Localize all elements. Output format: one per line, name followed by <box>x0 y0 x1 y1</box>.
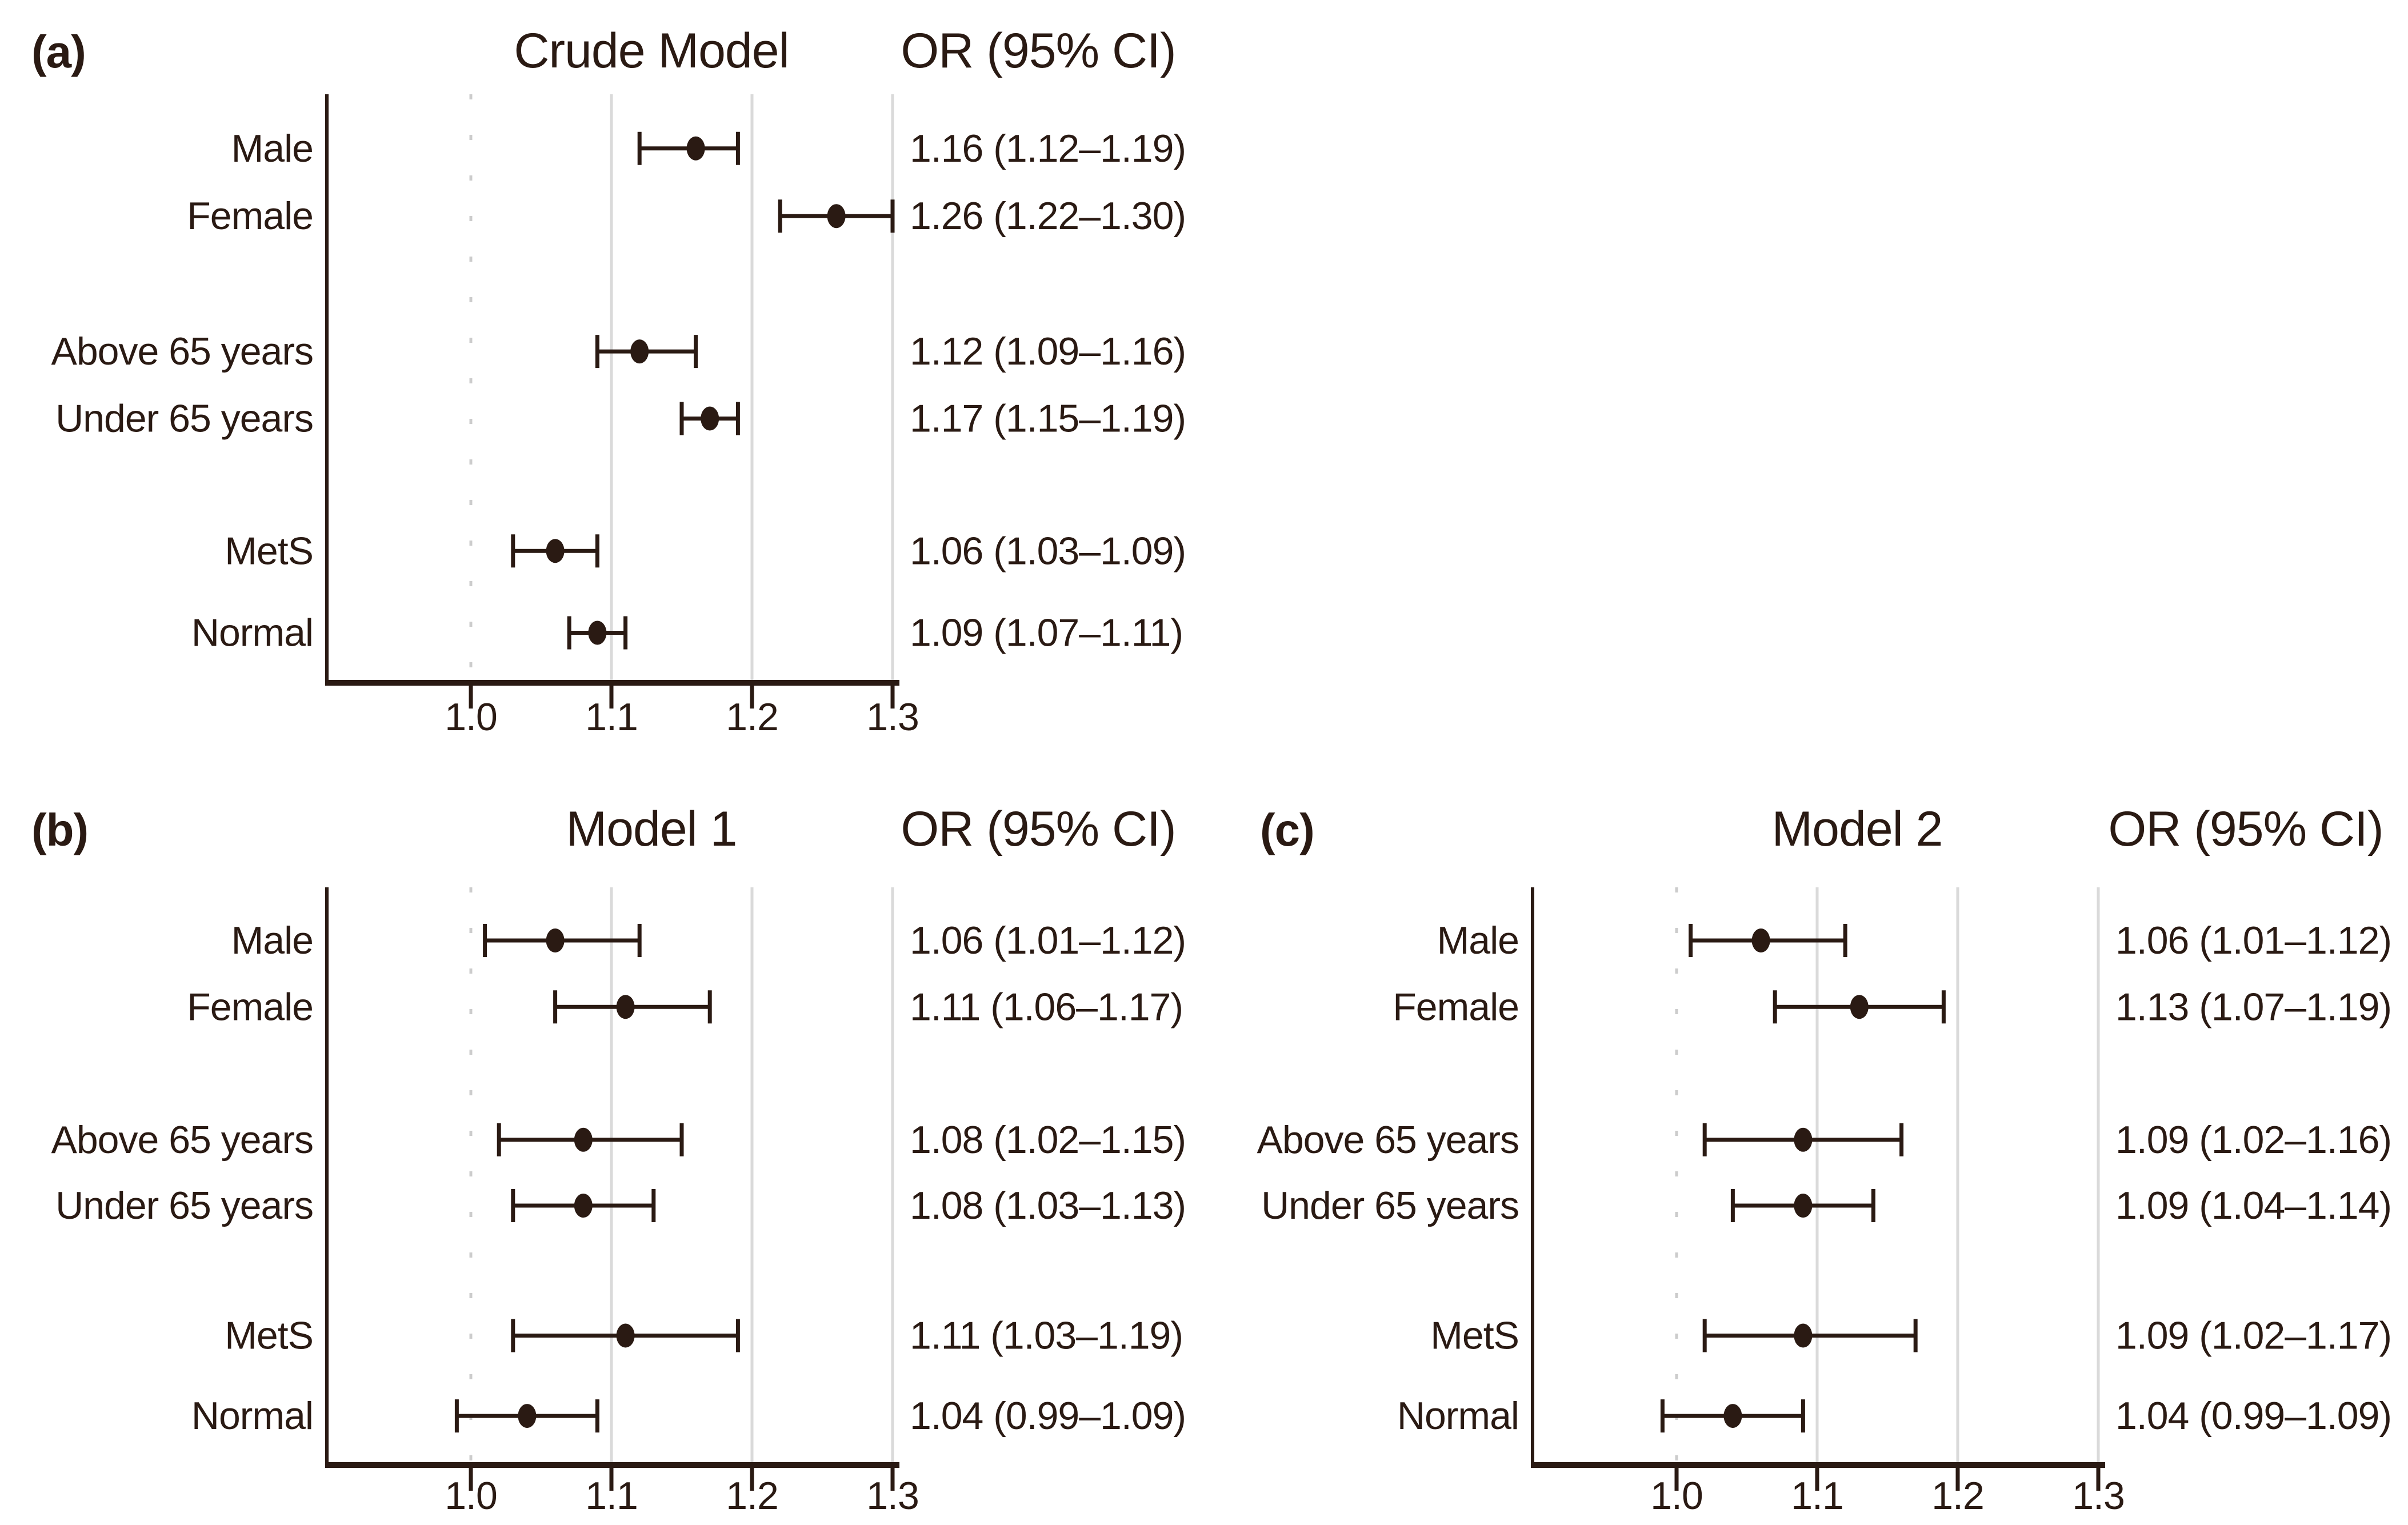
panel-title-c: Model 2 <box>1772 802 1943 856</box>
point-estimate <box>701 406 719 431</box>
or-ci-value: 1.04 (0.99–1.09) <box>910 1394 1186 1438</box>
panel-b: 1.0 1.1 1.2 1.3 (b) Model 1 OR (95% CI) Male 1.0… <box>31 802 1186 1518</box>
x-axis-tick-label: 1.3 <box>866 1474 919 1518</box>
row-label: Normal <box>191 1394 313 1438</box>
point-estimate <box>686 136 705 161</box>
forest-row: Under 65 years 1.17 (1.15–1.19) <box>55 397 1186 441</box>
or-ci-value: 1.13 (1.07–1.19) <box>2115 985 2391 1028</box>
x-axis-tick-label: 1.3 <box>2072 1474 2125 1518</box>
point-estimate <box>827 204 846 229</box>
x-axis-tick-label: 1.0 <box>445 1474 497 1518</box>
forest-row: MetS 1.11 (1.03–1.19) <box>225 1314 1183 1358</box>
or-ci-value: 1.17 (1.15–1.19) <box>910 397 1186 441</box>
row-label: Under 65 years <box>55 1184 313 1227</box>
point-estimate <box>1794 1323 1813 1348</box>
x-axis-tick-label: 1.0 <box>445 695 497 739</box>
x-axis-tick-label: 1.1 <box>1791 1474 1843 1518</box>
or-ci-value: 1.04 (0.99–1.09) <box>2115 1394 2391 1438</box>
or-ci-value: 1.11 (1.03–1.19) <box>910 1314 1183 1358</box>
point-estimate <box>1794 1194 1813 1218</box>
or-ci-value: 1.06 (1.01–1.12) <box>2115 919 2391 962</box>
forest-row: Female 1.13 (1.07–1.19) <box>1393 985 2392 1028</box>
forest-row: Male 1.16 (1.12–1.19) <box>231 127 1186 170</box>
row-label: Male <box>231 919 313 962</box>
point-estimate <box>574 1127 593 1152</box>
row-label: Under 65 years <box>55 397 313 441</box>
row-label: Normal <box>1397 1394 1519 1438</box>
forest-row: Female 1.26 (1.22–1.30) <box>187 194 1186 238</box>
row-label: MetS <box>1430 1314 1519 1358</box>
or-ci-value: 1.12 (1.09–1.16) <box>910 330 1186 373</box>
forest-row: Under 65 years 1.09 (1.04–1.14) <box>1261 1184 2392 1227</box>
row-label: Above 65 years <box>51 1118 313 1162</box>
x-axis-tick-label: 1.3 <box>866 695 919 739</box>
forest-row: Normal 1.04 (0.99–1.09) <box>191 1394 1186 1438</box>
row-label: Male <box>1437 919 1519 962</box>
or-ci-value: 1.08 (1.03–1.13) <box>910 1184 1186 1227</box>
panel-c: 1.0 1.1 1.2 1.3 (c) Model 2 OR (95% CI) Male 1.0… <box>1257 802 2392 1518</box>
row-label: Above 65 years <box>1257 1118 1519 1162</box>
or-ci-value: 1.26 (1.22–1.30) <box>910 194 1186 238</box>
point-estimate <box>546 539 565 563</box>
or-ci-value: 1.09 (1.07–1.11) <box>910 611 1183 654</box>
point-estimate <box>588 621 607 645</box>
x-axis-tick-label: 1.1 <box>585 695 638 739</box>
panel-title-b: Model 1 <box>566 802 737 856</box>
forest-row: MetS 1.09 (1.02–1.17) <box>1430 1314 2392 1358</box>
panel-label-c: (c) <box>1260 804 1314 855</box>
x-axis-tick-label: 1.2 <box>726 695 778 739</box>
or-ci-value: 1.09 (1.02–1.16) <box>2115 1118 2391 1162</box>
forest-row: Male 1.06 (1.01–1.12) <box>1437 919 2392 962</box>
row-label: Male <box>231 127 313 170</box>
forest-row: Under 65 years 1.08 (1.03–1.13) <box>55 1184 1186 1227</box>
point-estimate <box>1794 1127 1813 1152</box>
or-ci-value: 1.09 (1.02–1.17) <box>2115 1314 2391 1358</box>
or-ci-value: 1.16 (1.12–1.19) <box>910 127 1186 170</box>
or-ci-value: 1.08 (1.02–1.15) <box>910 1118 1186 1162</box>
forest-row: Above 65 years 1.08 (1.02–1.15) <box>51 1118 1186 1162</box>
or-ci-column-header: OR (95% CI) <box>901 802 1175 856</box>
x-axis-tick-label: 1.2 <box>1931 1474 1984 1518</box>
row-label: MetS <box>225 529 313 573</box>
or-ci-value: 1.06 (1.01–1.12) <box>910 919 1186 962</box>
row-label: Under 65 years <box>1261 1184 1519 1227</box>
point-estimate <box>518 1404 537 1428</box>
row-label: Normal <box>191 611 313 654</box>
x-axis-tick-label: 1.1 <box>585 1474 638 1518</box>
panel-title-a: Crude Model <box>514 23 789 78</box>
row-label: Female <box>1393 985 1519 1028</box>
or-ci-value: 1.11 (1.06–1.17) <box>910 985 1183 1028</box>
or-ci-value: 1.09 (1.04–1.14) <box>2115 1184 2391 1227</box>
row-label: Female <box>187 194 313 238</box>
row-label: MetS <box>225 1314 313 1358</box>
forest-row: Above 65 years 1.09 (1.02–1.16) <box>1257 1118 2392 1162</box>
point-estimate <box>616 995 635 1019</box>
row-label: Female <box>187 985 313 1028</box>
forest-row: Normal 1.09 (1.07–1.11) <box>191 611 1183 654</box>
or-ci-value: 1.06 (1.03–1.09) <box>910 529 1186 573</box>
or-ci-column-header: OR (95% CI) <box>901 23 1175 78</box>
point-estimate <box>616 1323 635 1348</box>
forest-row: Above 65 years 1.12 (1.09–1.16) <box>51 330 1186 373</box>
x-axis-tick-label: 1.0 <box>1650 1474 1703 1518</box>
panel-label-b: (b) <box>31 804 88 855</box>
forest-row: Male 1.06 (1.01–1.12) <box>231 919 1186 962</box>
forest-row: MetS 1.06 (1.03–1.09) <box>225 529 1186 573</box>
panel-a: 1.0 1.1 1.2 1.3 (a) Crude Model OR (95% CI) Mal… <box>31 23 1186 739</box>
point-estimate <box>1751 928 1770 953</box>
or-ci-column-header: OR (95% CI) <box>2108 802 2383 856</box>
x-axis-tick-label: 1.2 <box>726 1474 778 1518</box>
point-estimate <box>1723 1404 1742 1428</box>
point-estimate <box>630 339 649 364</box>
panel-label-a: (a) <box>31 26 86 77</box>
point-estimate <box>1850 995 1869 1019</box>
forest-row: Female 1.11 (1.06–1.17) <box>187 985 1183 1028</box>
point-estimate <box>574 1194 593 1218</box>
row-label: Above 65 years <box>51 330 313 373</box>
forest-row: Normal 1.04 (0.99–1.09) <box>1397 1394 2392 1438</box>
point-estimate <box>546 928 565 953</box>
